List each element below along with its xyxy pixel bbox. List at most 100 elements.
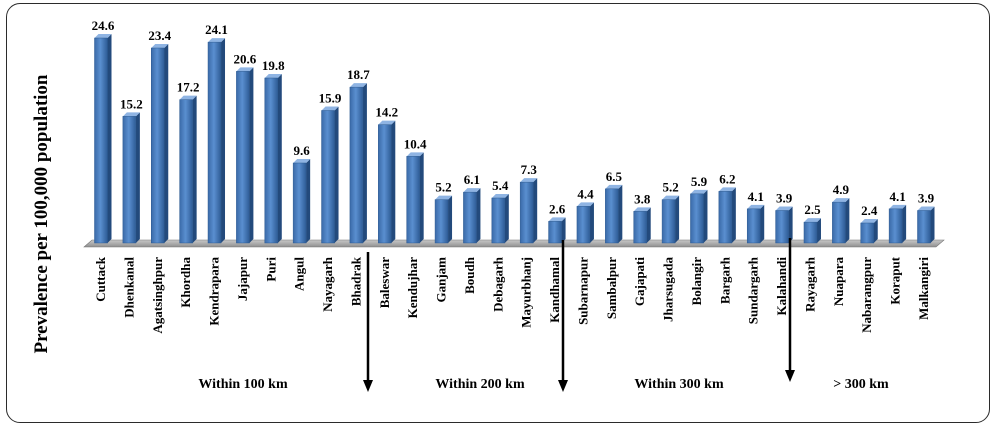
bar-side bbox=[589, 202, 594, 243]
bar-kendujhar: 10.4 bbox=[404, 136, 427, 244]
bar-side bbox=[419, 152, 424, 243]
bar-side bbox=[873, 219, 878, 243]
bar-top bbox=[208, 38, 226, 43]
bar-side bbox=[816, 218, 821, 243]
group-label: Within 100 km bbox=[198, 377, 288, 392]
value-label: 15.2 bbox=[120, 96, 143, 111]
bar-front bbox=[207, 41, 222, 244]
bar-front bbox=[746, 208, 761, 244]
value-label: 24.6 bbox=[92, 18, 115, 33]
category-label: Cuttack bbox=[93, 256, 108, 302]
bar-top bbox=[435, 195, 453, 200]
bar-malkangiri: 3.9 bbox=[917, 191, 935, 244]
bar-side bbox=[561, 217, 566, 243]
bar-side bbox=[135, 112, 140, 243]
bar-side bbox=[448, 195, 453, 243]
category-label: Dhenkanal bbox=[121, 257, 136, 318]
value-label: 23.4 bbox=[148, 28, 171, 43]
bar-front bbox=[434, 199, 449, 244]
bar-top bbox=[349, 83, 367, 88]
value-label: 14.2 bbox=[375, 105, 398, 120]
bar-front bbox=[292, 162, 307, 244]
bar-top bbox=[463, 188, 481, 193]
bar-side bbox=[845, 198, 850, 243]
bar-front bbox=[519, 181, 534, 244]
bar-dhenkanal: 15.2 bbox=[120, 96, 143, 244]
value-label: 6.2 bbox=[719, 171, 735, 186]
bar-side bbox=[646, 207, 651, 243]
category-label: Ganjam bbox=[434, 257, 449, 303]
bar-top bbox=[236, 67, 254, 72]
category-label: Kendujhar bbox=[405, 257, 420, 319]
bar-front bbox=[151, 47, 165, 244]
category-label: Puri bbox=[263, 257, 278, 282]
bar-cuttack: 24.6 bbox=[92, 18, 115, 244]
bar-top bbox=[860, 219, 878, 223]
bar-nayagarh: 15.9 bbox=[319, 91, 342, 244]
category-label: Nayagarh bbox=[320, 256, 335, 312]
bar-side bbox=[533, 178, 538, 243]
bar-side bbox=[675, 195, 680, 243]
bar-front bbox=[264, 77, 279, 244]
bar-side bbox=[249, 67, 254, 243]
bar-bolangir: 5.9 bbox=[690, 174, 708, 244]
bar-kandhamal: 2.6 bbox=[548, 201, 566, 244]
category-label: Khordha bbox=[178, 257, 193, 308]
category-label: Kalahandi bbox=[774, 257, 789, 316]
value-label: 6.1 bbox=[464, 172, 480, 187]
bar-front bbox=[832, 201, 846, 244]
bar-side bbox=[192, 95, 197, 244]
bar-puri: 19.8 bbox=[262, 58, 285, 244]
bar-debagarh: 5.4 bbox=[491, 178, 509, 244]
bar-front bbox=[463, 191, 477, 244]
bar-side bbox=[362, 83, 367, 244]
category-label: Debagarh bbox=[490, 256, 505, 312]
bar-side bbox=[930, 206, 935, 243]
y-axis-label: Prevalence per 100,000 population bbox=[31, 74, 52, 353]
bar-top bbox=[889, 204, 907, 209]
bar-top bbox=[406, 152, 424, 157]
bar-top bbox=[520, 178, 538, 183]
bar-front bbox=[633, 211, 647, 244]
value-label: 18.7 bbox=[347, 67, 370, 82]
bar-top bbox=[747, 204, 765, 209]
bar-top bbox=[264, 74, 282, 78]
bar-side bbox=[334, 106, 339, 243]
value-label: 20.6 bbox=[234, 51, 257, 66]
bar-side bbox=[618, 184, 623, 243]
bar-bargarh: 6.2 bbox=[718, 171, 736, 244]
bar-kalahandi: 3.9 bbox=[775, 191, 793, 244]
bar-front bbox=[378, 124, 392, 244]
bar-top bbox=[917, 206, 935, 211]
bar-side bbox=[504, 194, 509, 243]
bar-gajapati: 3.8 bbox=[633, 191, 651, 244]
bar-front bbox=[179, 99, 193, 244]
bar-sambalpur: 6.5 bbox=[605, 169, 623, 244]
category-label: Boudh bbox=[462, 256, 477, 294]
bar-khordha: 17.2 bbox=[177, 80, 200, 244]
bar-top bbox=[94, 34, 112, 38]
bar-side bbox=[164, 44, 169, 243]
bar-kendrapara: 24.1 bbox=[205, 22, 228, 244]
bar-jharsugada: 5.2 bbox=[661, 180, 680, 244]
bar-top bbox=[605, 184, 623, 189]
group-label: Within 200 km bbox=[435, 377, 525, 392]
value-label: 5.9 bbox=[691, 174, 708, 189]
bar-side bbox=[731, 187, 736, 243]
category-label: Nuapara bbox=[831, 257, 846, 307]
bar-boudh: 6.1 bbox=[463, 172, 481, 244]
bar-top bbox=[718, 187, 736, 192]
category-label: Koraput bbox=[888, 256, 903, 304]
bar-top bbox=[576, 202, 594, 207]
value-label: 15.9 bbox=[319, 91, 342, 106]
value-label: 5.2 bbox=[435, 180, 451, 195]
value-label: 5.4 bbox=[492, 178, 509, 193]
category-label: Sambalpur bbox=[604, 257, 619, 319]
bar-top bbox=[122, 112, 140, 117]
value-label: 10.4 bbox=[404, 136, 427, 151]
value-label: 2.4 bbox=[861, 203, 878, 218]
category-label: Agatsinghpur bbox=[150, 257, 165, 334]
value-label: 4.1 bbox=[748, 189, 764, 204]
bar-top bbox=[803, 218, 821, 223]
